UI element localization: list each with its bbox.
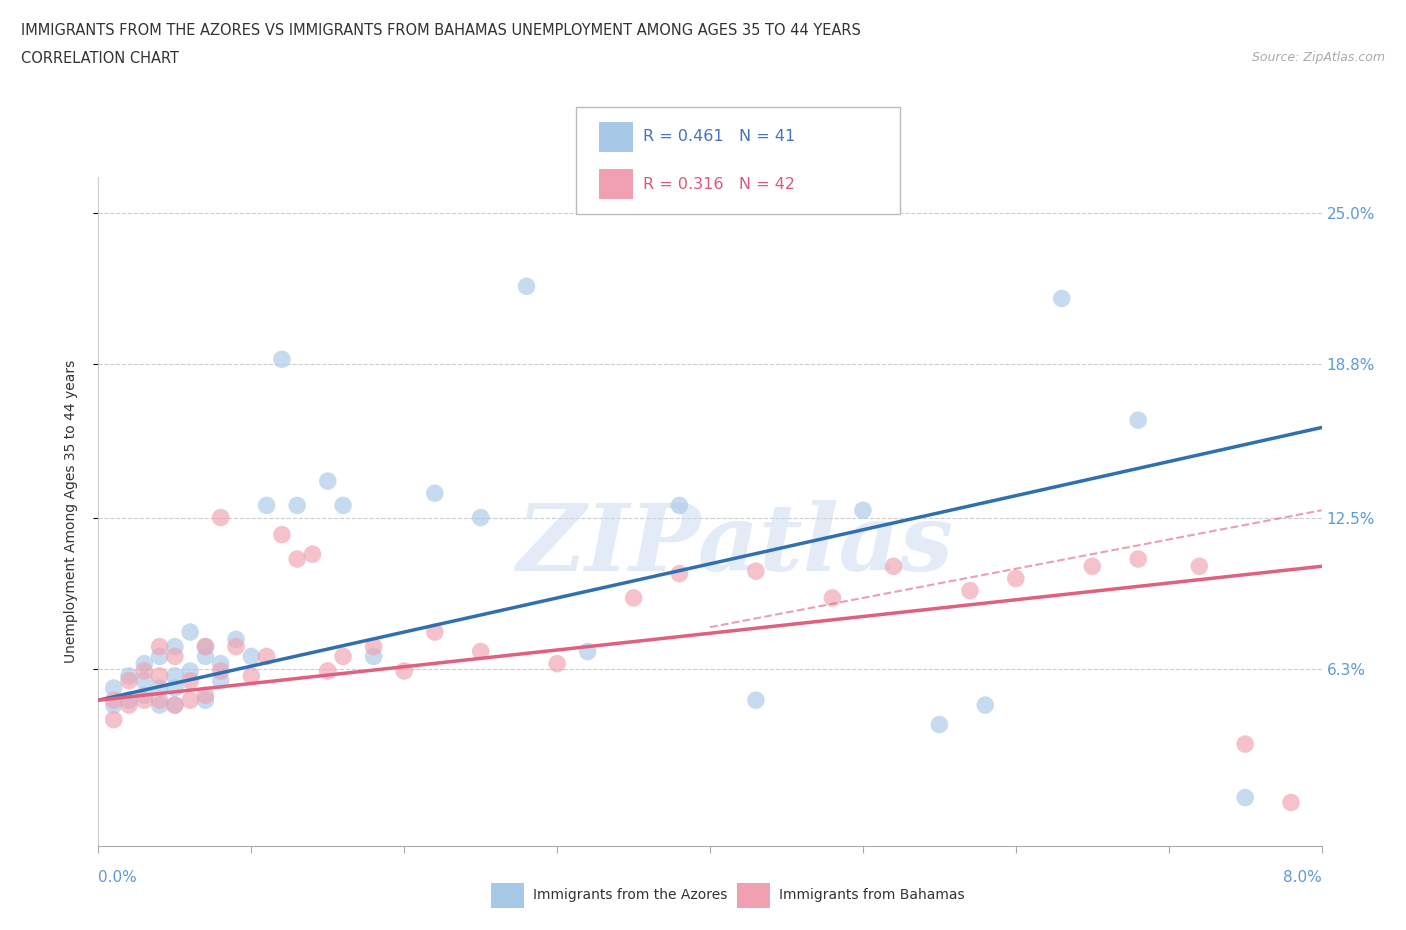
Point xyxy=(546,657,568,671)
Point xyxy=(179,693,201,708)
Point xyxy=(852,503,875,518)
Point xyxy=(1188,559,1211,574)
Point xyxy=(134,693,156,708)
Point xyxy=(928,717,950,732)
Point xyxy=(194,649,217,664)
Point xyxy=(392,663,416,678)
Point xyxy=(470,644,492,659)
Point xyxy=(470,511,492,525)
Point xyxy=(1128,413,1150,428)
Point xyxy=(163,669,186,684)
Text: R = 0.461   N = 41: R = 0.461 N = 41 xyxy=(643,129,794,144)
Point xyxy=(285,551,308,566)
Point xyxy=(149,649,172,664)
Point xyxy=(576,644,599,659)
Point xyxy=(332,649,354,664)
Point xyxy=(883,559,905,574)
Point xyxy=(316,663,339,678)
Point xyxy=(194,688,217,703)
Point xyxy=(134,657,156,671)
Point xyxy=(225,631,247,646)
Point xyxy=(118,698,141,712)
Point xyxy=(1004,571,1026,586)
Point xyxy=(134,663,156,678)
Point xyxy=(179,663,201,678)
Point xyxy=(149,669,172,684)
Point xyxy=(285,498,308,512)
Text: Immigrants from the Azores: Immigrants from the Azores xyxy=(533,888,727,902)
Point xyxy=(103,698,125,712)
Point xyxy=(301,547,323,562)
Text: ZIPatlas: ZIPatlas xyxy=(516,500,953,590)
Point xyxy=(209,511,232,525)
Point xyxy=(225,639,247,654)
Point xyxy=(118,693,141,708)
Text: IMMIGRANTS FROM THE AZORES VS IMMIGRANTS FROM BAHAMAS UNEMPLOYMENT AMONG AGES 35: IMMIGRANTS FROM THE AZORES VS IMMIGRANTS… xyxy=(21,23,860,38)
Point xyxy=(163,698,186,712)
Point xyxy=(256,498,278,512)
Point xyxy=(209,657,232,671)
Point xyxy=(1081,559,1104,574)
Point xyxy=(179,673,201,688)
Point xyxy=(118,673,141,688)
Point xyxy=(149,698,172,712)
Point xyxy=(745,564,768,578)
Text: Immigrants from Bahamas: Immigrants from Bahamas xyxy=(779,888,965,902)
Point xyxy=(270,527,294,542)
Point xyxy=(149,693,172,708)
Point xyxy=(423,485,446,500)
Point xyxy=(118,669,141,684)
Point xyxy=(256,649,278,664)
Point xyxy=(209,663,232,678)
Point xyxy=(194,639,217,654)
Point xyxy=(194,639,217,654)
Point xyxy=(163,649,186,664)
Point xyxy=(668,498,690,512)
Point xyxy=(163,681,186,696)
Text: Source: ZipAtlas.com: Source: ZipAtlas.com xyxy=(1251,51,1385,64)
Point xyxy=(959,583,981,598)
Text: 0.0%: 0.0% xyxy=(98,870,138,884)
Y-axis label: Unemployment Among Ages 35 to 44 years: Unemployment Among Ages 35 to 44 years xyxy=(63,360,77,663)
Point xyxy=(270,352,294,366)
Point xyxy=(332,498,354,512)
Point xyxy=(516,279,538,294)
Point xyxy=(209,673,232,688)
Point xyxy=(821,591,844,605)
Point xyxy=(363,639,385,654)
Point xyxy=(316,473,339,488)
Point xyxy=(103,712,125,727)
Point xyxy=(1050,291,1073,306)
Point xyxy=(668,566,690,581)
Text: 8.0%: 8.0% xyxy=(1282,870,1322,884)
Point xyxy=(179,625,201,640)
Point xyxy=(974,698,997,712)
Point xyxy=(134,673,156,688)
Point xyxy=(1234,790,1257,805)
Point xyxy=(363,649,385,664)
Point xyxy=(623,591,645,605)
Point xyxy=(194,693,217,708)
Point xyxy=(149,681,172,696)
Point xyxy=(745,693,768,708)
Point xyxy=(240,649,263,664)
Point xyxy=(134,688,156,703)
Point xyxy=(103,693,125,708)
Text: CORRELATION CHART: CORRELATION CHART xyxy=(21,51,179,66)
Point xyxy=(240,669,263,684)
Point xyxy=(103,681,125,696)
Point xyxy=(163,639,186,654)
Point xyxy=(1234,737,1257,751)
Point xyxy=(163,698,186,712)
Point xyxy=(149,639,172,654)
Point xyxy=(423,625,446,640)
Point xyxy=(1279,795,1302,810)
Point xyxy=(1128,551,1150,566)
Text: R = 0.316   N = 42: R = 0.316 N = 42 xyxy=(643,177,794,192)
